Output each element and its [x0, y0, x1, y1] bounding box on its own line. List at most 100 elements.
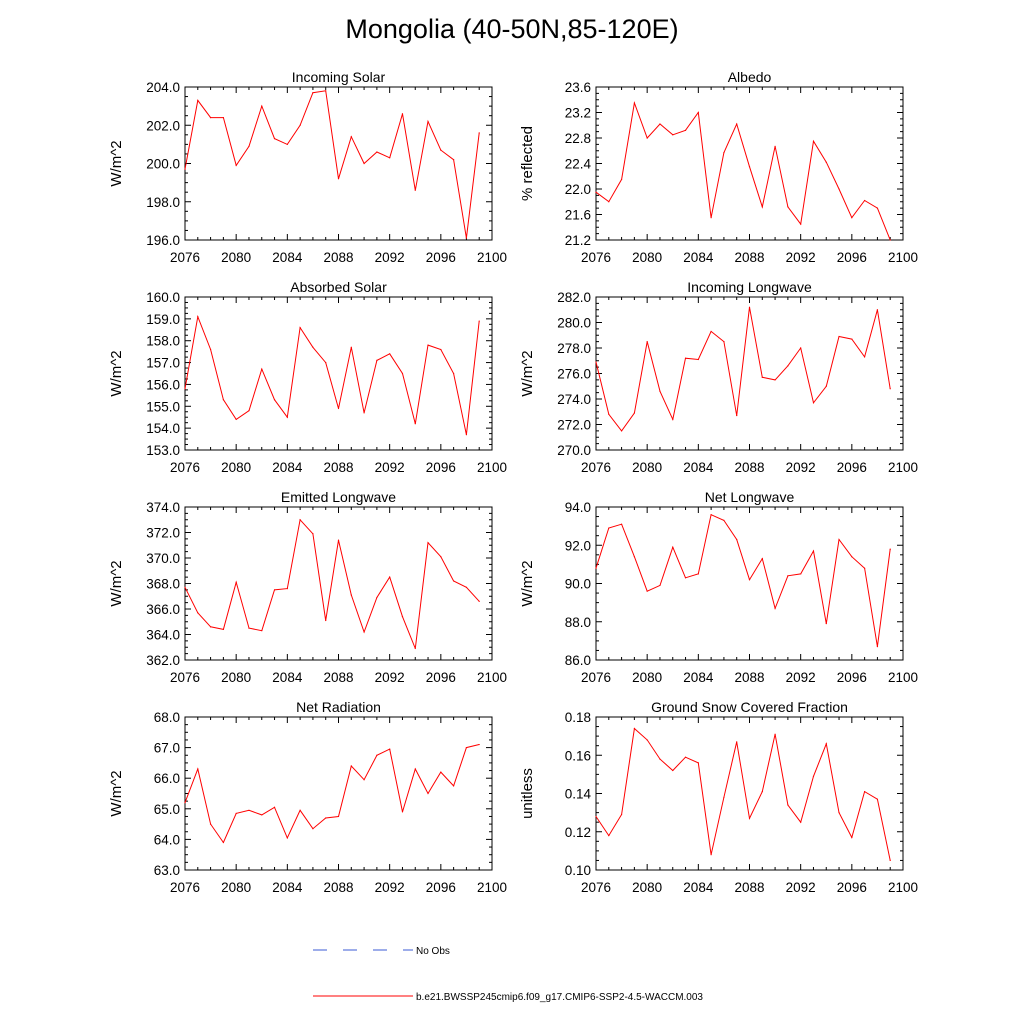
y-tick-label: 274.0: [557, 392, 591, 407]
data-point: [325, 90, 327, 92]
y-tick-label: 270.0: [557, 443, 591, 458]
panel-title: Absorbed Solar: [290, 279, 387, 295]
data-point: [787, 804, 789, 806]
data-point: [851, 556, 853, 558]
data-point: [736, 538, 738, 541]
y-tick-label: 272.0: [557, 418, 591, 433]
data-point: [235, 581, 237, 583]
x-tick-label: 2084: [272, 880, 303, 895]
data-point: [401, 616, 404, 618]
y-tick-label: 65.0: [154, 802, 180, 817]
data-point: [235, 164, 237, 167]
data-point: [363, 631, 365, 633]
data-point: [337, 815, 340, 818]
data-point: [414, 647, 416, 650]
data-point: [286, 837, 288, 839]
x-tick-label: 2076: [581, 880, 611, 895]
x-tick-label: 2080: [632, 460, 662, 475]
data-point: [774, 733, 776, 735]
legend: No Obs b.e21.BWSSP245cmip6.f09_g17.CMIP6-…: [313, 946, 703, 1003]
data-point: [800, 821, 802, 823]
plot-frame: [184, 716, 493, 871]
data-point: [851, 836, 853, 839]
x-tick-label: 2084: [272, 670, 303, 685]
data-point: [620, 523, 623, 525]
data-point: [889, 239, 891, 241]
x-tick-label: 2080: [221, 880, 251, 895]
data-point: [595, 191, 597, 193]
data-point: [710, 514, 712, 516]
data-point: [748, 817, 751, 819]
data-point: [248, 145, 250, 147]
data-point: [222, 628, 224, 631]
data-point: [248, 410, 250, 412]
x-tick-label: 2088: [323, 460, 353, 475]
data-point: [684, 129, 687, 131]
x-tick-label: 2100: [888, 250, 918, 265]
y-tick-label: 22.8: [565, 131, 591, 146]
data-point: [748, 166, 751, 168]
data-point: [787, 575, 789, 577]
y-axis-label: W/m^2: [108, 560, 125, 606]
x-tick-label: 2084: [683, 670, 714, 685]
data-point: [453, 372, 455, 375]
y-tick-label: 0.10: [565, 863, 591, 878]
data-point: [748, 579, 751, 581]
panel-title: Incoming Solar: [292, 69, 386, 85]
y-tick-label: 154.0: [146, 421, 180, 436]
x-tick-label: 2076: [170, 460, 200, 475]
data-point: [736, 741, 738, 743]
data-point: [184, 168, 186, 170]
data-point: [748, 306, 751, 308]
data-point: [350, 594, 352, 596]
y-tick-label: 202.0: [146, 118, 180, 133]
data-point: [440, 556, 442, 558]
data-point: [620, 813, 623, 816]
data-point: [389, 748, 391, 750]
data-point: [286, 416, 288, 418]
data-point: [646, 341, 648, 343]
legend-label-model: b.e21.BWSSP245cmip6.f09_g17.CMIP6-SSP2-4…: [416, 992, 703, 1003]
plot-frame: [184, 86, 493, 241]
x-tick-label: 2092: [375, 880, 405, 895]
data-point: [787, 365, 789, 367]
y-tick-label: 157.0: [146, 356, 180, 371]
data-point: [376, 754, 378, 756]
panel-absorbed-solar: Absorbed Solar W/m^2 2076 2080 2084 2088 2092 2…: [108, 279, 507, 475]
data-point: [774, 145, 776, 147]
y-tick-label: 0.12: [565, 825, 591, 840]
y-tick-label: 278.0: [557, 341, 591, 356]
data-point: [389, 157, 391, 159]
data-point: [209, 823, 212, 825]
x-tick-label: 2092: [786, 250, 816, 265]
y-tick-label: 374.0: [146, 500, 180, 515]
data-point: [350, 136, 352, 138]
data-point: [825, 743, 827, 745]
data-point: [595, 361, 597, 363]
x-tick-label: 2080: [221, 670, 251, 685]
data-point: [876, 207, 879, 209]
data-point: [710, 217, 712, 219]
data-point: [299, 327, 301, 329]
data-point: [633, 412, 635, 414]
data-point: [465, 747, 468, 749]
x-tick-label: 2096: [426, 460, 456, 475]
data-point: [299, 519, 301, 521]
data-point: [273, 806, 276, 808]
data-point: [197, 768, 199, 770]
x-tick-label: 2096: [426, 880, 456, 895]
data-point: [608, 527, 610, 529]
x-tick-label: 2100: [477, 460, 507, 475]
data-point: [376, 359, 378, 361]
x-tick-label: 2092: [375, 460, 405, 475]
data-point: [608, 413, 610, 415]
data-point: [427, 120, 429, 123]
data-point: [312, 533, 314, 535]
x-tick-label: 2080: [221, 460, 251, 475]
plot-frame: [595, 716, 904, 871]
y-tick-label: 23.6: [565, 80, 591, 95]
y-tick-label: 200.0: [146, 157, 180, 172]
y-tick-label: 90.0: [565, 577, 591, 592]
data-point: [465, 586, 468, 588]
